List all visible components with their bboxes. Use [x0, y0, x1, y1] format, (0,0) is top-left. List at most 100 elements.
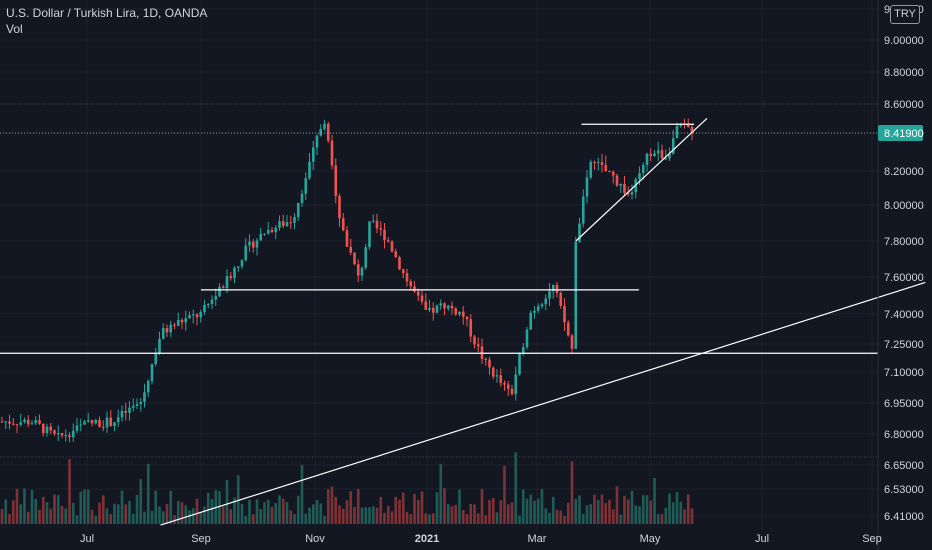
volume-bar	[139, 479, 143, 524]
volume-bar	[0, 509, 4, 524]
volume-bar	[45, 502, 49, 524]
candle-body	[285, 222, 289, 227]
volume-bar	[398, 499, 401, 524]
volume-bar	[79, 491, 83, 524]
volume-indicator-label[interactable]: Vol	[6, 22, 23, 36]
volume-bar	[566, 502, 570, 524]
candle-body	[394, 251, 398, 258]
candle-body	[26, 419, 30, 425]
volume-bar	[360, 507, 364, 524]
volume-bar	[600, 494, 604, 524]
time-axis[interactable]: Jul Sep Nov 2021 Mar May Jul Sep	[80, 533, 882, 545]
time-tick-label: Nov	[305, 533, 325, 545]
volume-bar	[563, 515, 566, 524]
candle-body	[476, 344, 480, 347]
candle-body	[578, 223, 581, 242]
volume-bar	[645, 495, 649, 524]
candle-body	[150, 363, 154, 382]
candle-body	[176, 319, 180, 326]
candle-body	[536, 306, 540, 311]
volume-bar	[199, 512, 203, 524]
candle-body	[420, 295, 424, 302]
candle-body	[68, 435, 71, 438]
candle-body	[671, 138, 675, 154]
volume-bar	[53, 494, 56, 524]
candlesticks	[0, 118, 694, 443]
candle-body	[529, 312, 533, 330]
volume-bar	[619, 514, 623, 524]
time-tick-label: 2021	[415, 533, 439, 545]
candle-body	[101, 426, 105, 428]
volume-bar	[690, 508, 694, 524]
volume-bar	[559, 510, 563, 524]
volume-bar	[131, 513, 135, 524]
price-tick-label: 8.60000	[884, 99, 924, 111]
volume-bar	[154, 490, 158, 524]
candle-body	[645, 153, 649, 165]
volume-bar	[120, 490, 124, 524]
volume-bar	[371, 506, 375, 524]
candle-body	[446, 305, 450, 309]
volume-bar	[311, 504, 315, 524]
volume-bar	[473, 504, 476, 524]
candle-body	[574, 241, 578, 349]
volume-bar	[251, 514, 255, 524]
volume-bar	[330, 486, 334, 524]
candle-body	[491, 367, 495, 377]
volume-bar	[41, 496, 45, 524]
candle-body	[109, 417, 113, 426]
price-axis[interactable]: 9.200009.000008.800008.600008.400008.200…	[884, 4, 924, 523]
volume-bar	[416, 499, 420, 524]
volume-bar	[240, 503, 244, 524]
candle-body	[30, 423, 34, 425]
candle-body	[146, 381, 150, 393]
volume-bar	[124, 504, 128, 524]
volume-bar	[116, 504, 120, 524]
candle-body	[79, 424, 83, 426]
volume-bar	[105, 508, 109, 524]
candle-body	[199, 312, 203, 318]
candle-body	[548, 291, 551, 299]
candle-body	[135, 403, 139, 406]
candle-body	[53, 430, 56, 434]
volume-bar	[349, 491, 353, 524]
candle-body	[623, 183, 626, 194]
volume-bar	[664, 507, 668, 524]
volume-bar	[525, 498, 529, 524]
candle-body	[56, 433, 60, 435]
volume-bar	[656, 514, 660, 524]
candle-body	[450, 305, 454, 309]
currency-badge[interactable]: TRY	[890, 5, 920, 24]
candle-body	[604, 164, 608, 172]
candle-body	[514, 374, 518, 395]
candle-body	[248, 241, 251, 246]
candle-body	[668, 153, 671, 159]
grid	[0, 0, 878, 530]
volume-bar	[86, 489, 90, 524]
volume-bar	[60, 505, 64, 524]
volume-bar	[319, 503, 323, 524]
volume-bar	[300, 465, 304, 524]
candle-body	[203, 304, 206, 313]
volume-bar	[443, 488, 446, 524]
volume-bar	[229, 509, 233, 524]
candle-body	[368, 221, 371, 248]
volume-bar	[4, 499, 8, 524]
candle-body	[255, 240, 259, 248]
volume-bar	[98, 502, 101, 524]
price-tick-label: 8.80000	[884, 67, 924, 79]
volume-bar	[165, 504, 169, 524]
candle-body	[596, 162, 600, 164]
volume-bar	[491, 498, 495, 524]
candle-body	[165, 328, 169, 333]
candle-body	[139, 401, 143, 404]
volume-bar	[529, 494, 533, 524]
candle-body	[128, 407, 131, 413]
symbol-title[interactable]: U.S. Dollar / Turkish Lira, 1D, OANDA	[6, 6, 208, 20]
time-tick-label: Sep	[862, 533, 882, 545]
candle-body	[416, 291, 420, 296]
volume-bar	[671, 502, 675, 524]
volume-bar	[454, 504, 458, 524]
candle-body	[686, 123, 690, 127]
